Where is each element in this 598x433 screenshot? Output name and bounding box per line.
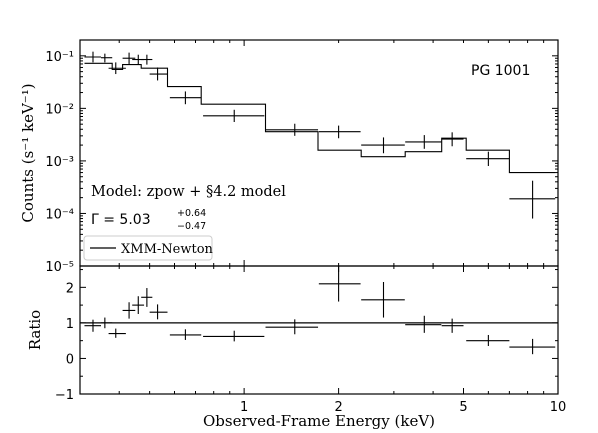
top-data-point (203, 109, 265, 123)
gamma-lower-error: −0.47 (177, 221, 206, 232)
top-data-point (318, 125, 361, 139)
bottom-data-point (122, 302, 136, 319)
top-panel: 10⁻⁵ 10⁻⁴ 10⁻³ 10⁻² 10⁻¹ PG 1001 Model: zpow… (19, 39, 559, 275)
top-data-point (466, 151, 510, 167)
legend-box (83, 235, 213, 261)
top-data-points (84, 51, 556, 219)
top-data-point (122, 52, 136, 64)
model-step-line (84, 62, 556, 174)
top-data-point (101, 53, 113, 63)
bottom-panel-frame (79, 265, 559, 395)
legend: XMM-Newton (83, 235, 214, 261)
x-tick-label: 10 (550, 400, 567, 415)
bottom-y-ticks: −1 0 1 2 (55, 269, 558, 403)
top-y-tick-label: 10⁻² (45, 102, 74, 117)
top-y-tick-label: 10⁻⁵ (45, 260, 74, 275)
top-y-ticks: 10⁻⁵ 10⁻⁴ 10⁻³ 10⁻² 10⁻¹ (45, 39, 558, 275)
top-data-point (84, 51, 102, 63)
bottom-data-point (203, 330, 265, 342)
top-data-point (108, 62, 126, 75)
bottom-x-ticks: 1 2 5 10 (79, 266, 567, 415)
top-data-point (141, 54, 153, 65)
x-axis-label: Observed-Frame Energy (keV) (203, 412, 435, 430)
bottom-data-point (169, 329, 202, 340)
model-annotation: Model: zpow + §4.2 model (91, 184, 286, 200)
bottom-y-tick-label: 1 (66, 317, 74, 332)
bottom-data-point (108, 328, 126, 338)
bottom-data-point (141, 288, 153, 307)
x-tick-label: 2 (334, 400, 342, 415)
gamma-upper-error: +0.64 (177, 208, 206, 219)
top-data-point (361, 137, 405, 154)
top-data-point (509, 180, 556, 219)
bottom-y-tick-label: −1 (55, 388, 74, 403)
top-data-point (149, 67, 168, 81)
x-tick-label: 1 (240, 400, 248, 415)
top-y-tick-label: 10⁻⁴ (45, 207, 74, 222)
bottom-data-point (132, 296, 145, 314)
bottom-y-tick-label: 0 (66, 352, 74, 367)
top-y-axis-label: Counts (s⁻¹ keV⁻¹) (19, 83, 37, 222)
top-data-point (265, 123, 319, 136)
bottom-y-axis-label: Ratio (26, 310, 44, 350)
gamma-annotation: Γ = 5.03 (91, 212, 151, 228)
bottom-data-point (405, 315, 442, 333)
bottom-data-point (318, 265, 361, 302)
top-data-point (169, 91, 202, 105)
bottom-data-points (84, 265, 556, 355)
object-label: PG 1001 (471, 63, 530, 79)
bottom-data-point (149, 304, 168, 320)
legend-entry-xmm: XMM-Newton (121, 242, 214, 257)
top-y-tick-label: 10⁻³ (45, 155, 74, 170)
x-tick-label: 5 (459, 400, 467, 415)
bottom-data-point (101, 317, 113, 329)
top-y-tick-label: 10⁻¹ (45, 50, 74, 65)
bottom-y-tick-label: 2 (66, 281, 74, 296)
bottom-data-point (361, 282, 405, 318)
bottom-data-point (265, 319, 319, 335)
bottom-data-point (509, 338, 556, 355)
bottom-data-point (84, 319, 102, 332)
top-data-point (405, 135, 442, 149)
bottom-data-point (441, 318, 464, 333)
model-step-path (84, 62, 556, 174)
bottom-data-point (466, 334, 510, 346)
bottom-panel: −1 0 1 2 1 2 5 10 Ratio Observed-Frame Energy … (26, 265, 566, 430)
top-data-point (441, 132, 464, 147)
